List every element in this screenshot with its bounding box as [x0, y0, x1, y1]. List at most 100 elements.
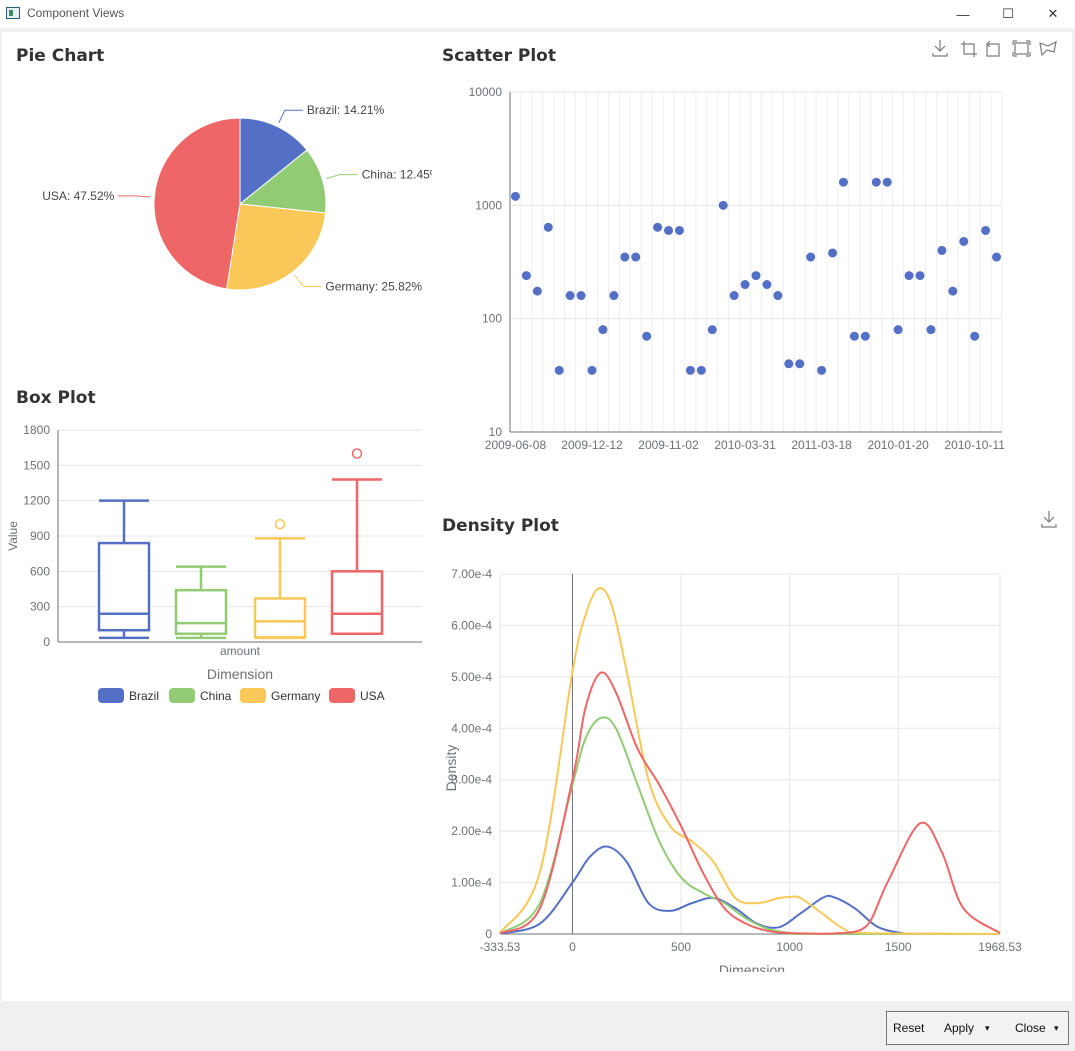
close-button[interactable]: Close: [1015, 1021, 1046, 1035]
pie-slice: [226, 203, 327, 291]
scatter-point: [740, 280, 750, 290]
scatter-toolbar: [932, 40, 1057, 57]
scatter-point: [532, 286, 542, 296]
box-iqr-rect: [330, 570, 384, 636]
density-series-line: [499, 716, 1000, 935]
reset-button[interactable]: Reset: [893, 1021, 925, 1035]
scatter-y-tick: 10000: [469, 85, 503, 99]
content-panel: Pie Chart Scatter Plot Box Plot Density …: [2, 32, 1072, 1001]
density-y-tick: 3.00e-4: [451, 773, 492, 787]
scatter-x-tick: 2010-03-31: [714, 438, 776, 452]
pie-slice: [153, 117, 241, 290]
download-icon[interactable]: [1041, 511, 1057, 528]
density-x-tick: 1968.53: [978, 940, 1022, 954]
density-x-tick: 0: [569, 940, 576, 954]
box-chart: 0 300 600 900 1200 1500 1800 Value amount Dimensi…: [6, 423, 422, 703]
minimize-button[interactable]: —: [956, 6, 970, 22]
close-menu-chevron-down-icon[interactable]: ▾: [1054, 1023, 1059, 1033]
pie-slice: [239, 117, 308, 206]
scatter-point: [937, 245, 947, 255]
download-icon[interactable]: [932, 40, 948, 57]
scatter-point: [817, 365, 827, 375]
box-y-tick: 300: [30, 600, 50, 614]
apply-menu-chevron-down-icon[interactable]: ▾: [985, 1023, 990, 1033]
pie-slice-label: China: 12.45%: [362, 168, 432, 182]
density-x-label: Dimension: [719, 962, 785, 972]
density-y-tick: 5.00e-4: [451, 670, 492, 684]
zoom-select-icon[interactable]: [1012, 40, 1031, 57]
box-legend-label: USA: [360, 689, 385, 703]
apply-button[interactable]: Apply: [944, 1021, 975, 1035]
scatter-y-tick: 1000: [475, 198, 502, 212]
crop-icon[interactable]: [961, 41, 977, 57]
box-legend-swatch: [329, 688, 355, 703]
scatter-point: [576, 291, 586, 301]
scatter-point: [521, 271, 531, 281]
box-iqr-rect: [174, 588, 228, 636]
lasso-icon[interactable]: [1039, 40, 1057, 57]
scatter-point: [631, 252, 641, 262]
density-series-line: [499, 845, 1001, 935]
density-y-tick: 7.00e-4: [451, 567, 492, 581]
scatter-point: [707, 325, 717, 335]
density-toolbar: [1041, 511, 1057, 528]
box-legend-label: Brazil: [129, 689, 159, 703]
scatter-point: [948, 286, 958, 296]
scatter-x-tick: 2011-03-18: [791, 438, 852, 452]
density-x-tick: 1000: [776, 940, 803, 954]
scatter-point: [828, 248, 838, 258]
box-legend-swatch: [98, 688, 124, 703]
box-heading: Box Plot: [16, 388, 96, 408]
scatter-point: [685, 365, 695, 375]
density-x-tick: 500: [671, 940, 691, 954]
window-title: Component Views: [27, 6, 125, 20]
maximize-button[interactable]: ☐: [1002, 6, 1014, 21]
close-window-button[interactable]: ✕: [1047, 6, 1059, 21]
box-iqr-rect: [253, 597, 307, 639]
box-iqr-rect: [97, 541, 151, 632]
scatter-point: [893, 325, 903, 335]
title-bar: Component Views — ☐ ✕: [0, 0, 1075, 28]
scatter-point: [959, 236, 969, 246]
box-y-tick: 600: [30, 564, 50, 578]
scatter-x-tick: 2009-06-08: [485, 438, 547, 452]
scatter-point: [860, 331, 870, 341]
box-plot-series: [174, 565, 228, 640]
density-series-line: [499, 671, 1001, 935]
box-y-tick: 0: [43, 635, 50, 649]
scatter-x-tick: 2009-11-02: [638, 438, 699, 452]
box-plot-series: [97, 499, 151, 640]
density-y-label: Density: [443, 745, 459, 792]
scatter-point: [664, 225, 674, 235]
density-y-tick: 6.00e-4: [451, 618, 492, 632]
scatter-point: [904, 271, 914, 281]
dialog-button-bar: Reset Apply ▾ Close ▾: [886, 1011, 1069, 1045]
pie-slice-label: USA: 47.52%: [42, 189, 114, 203]
rotate-icon[interactable]: [986, 40, 1000, 57]
density-y-tick: 2.00e-4: [451, 824, 492, 838]
scatter-point: [926, 325, 936, 335]
scatter-x-tick: 2010-01-20: [867, 438, 929, 452]
pie-chart: Brazil: 14.21% China: 12.45% Germany: 25.8…: [42, 103, 432, 293]
pie-slice: [238, 149, 327, 214]
scatter-point: [806, 252, 816, 262]
box-y-label: Value: [6, 521, 20, 551]
density-chart: 0 1.00e-4 2.00e-4 3.00e-4 4.00e-4 5.00e-4 6.00…: [443, 567, 1022, 972]
box-legend-swatch: [240, 688, 266, 703]
scatter-chart: 10 100 1000 10000 2009-06-08 2009-12-12 2009-1…: [469, 85, 1006, 452]
scatter-point: [762, 280, 772, 290]
scatter-point: [871, 177, 881, 187]
scatter-x-tick: 2010-10-11: [944, 438, 1005, 452]
scatter-point: [915, 271, 925, 281]
scatter-point: [773, 291, 783, 301]
scatter-point: [642, 331, 652, 341]
scatter-point: [565, 291, 575, 301]
scatter-point: [838, 177, 848, 187]
pie-label-line: [118, 195, 151, 198]
pie-label-line: [326, 174, 358, 180]
scatter-point: [784, 359, 794, 369]
scatter-point: [849, 331, 859, 341]
scatter-point: [598, 325, 608, 335]
box-legend-label: China: [200, 689, 232, 703]
scatter-point: [751, 271, 761, 281]
